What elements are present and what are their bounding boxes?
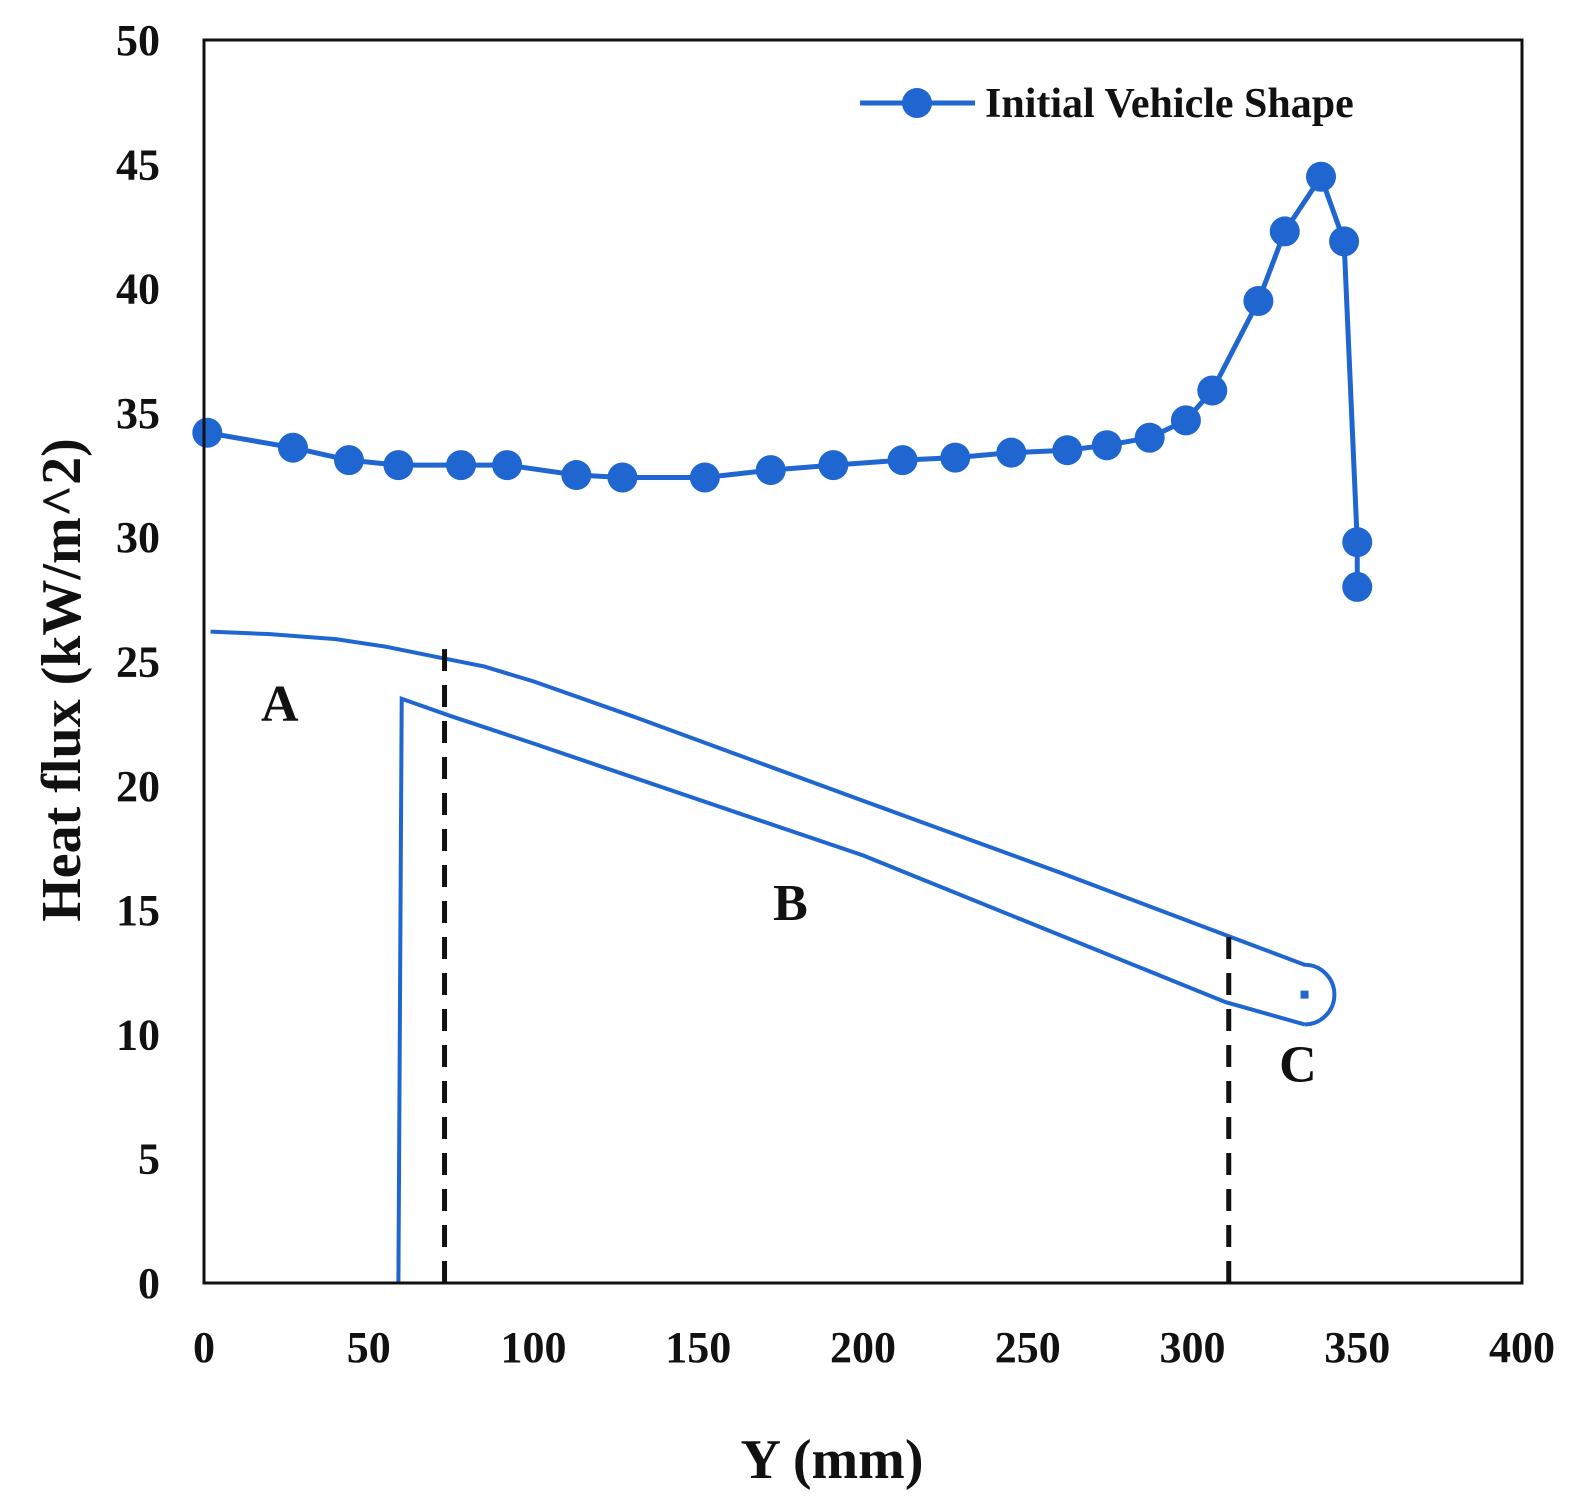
- data-point: [277, 432, 308, 463]
- y-tick-label: 45: [116, 140, 160, 189]
- data-point: [996, 437, 1027, 468]
- data-point: [607, 462, 638, 493]
- y-tick-label: 30: [116, 513, 160, 562]
- x-tick-label: 350: [1324, 1323, 1390, 1372]
- x-tick-label: 400: [1489, 1323, 1555, 1372]
- data-point: [1243, 286, 1274, 317]
- region-label-c: C: [1279, 1037, 1317, 1094]
- x-tick-label: 0: [193, 1323, 215, 1372]
- y-tick-label: 20: [116, 762, 160, 811]
- x-tick-label: 300: [1160, 1323, 1226, 1372]
- data-point: [561, 460, 592, 491]
- data-point: [383, 450, 414, 481]
- x-tick-label: 200: [830, 1323, 896, 1372]
- data-point: [1269, 216, 1300, 247]
- x-axis-ticks: 0 50 100 150 200 250 300 350 400: [193, 1323, 1555, 1372]
- y-axis-title: Heat flux (kW/m^2): [31, 438, 93, 922]
- data-point: [1170, 405, 1201, 436]
- vehicle-nose-center: [1300, 990, 1309, 999]
- legend-marker: [902, 88, 932, 118]
- data-point: [446, 450, 477, 481]
- data-point: [1197, 375, 1228, 406]
- region-annotations: A B C: [261, 676, 1317, 1093]
- data-point: [689, 462, 720, 493]
- y-tick-label: 10: [116, 1010, 160, 1059]
- y-tick-label: 5: [138, 1135, 160, 1184]
- y-axis-ticks: 0 5 10 15 20 25 30 35 40 45 50: [116, 16, 160, 1308]
- x-tick-label: 250: [995, 1323, 1061, 1372]
- y-tick-label: 25: [116, 638, 160, 687]
- plot-area-frame: [202, 38, 1524, 1285]
- legend: Initial Vehicle Shape: [860, 81, 1354, 127]
- data-point: [1134, 422, 1165, 453]
- data-point: [1329, 226, 1360, 257]
- plot-marks: [192, 161, 1373, 1284]
- data-point: [1342, 571, 1373, 602]
- x-tick-label: 50: [347, 1323, 391, 1372]
- data-point: [887, 445, 918, 476]
- legend-label: Initial Vehicle Shape: [985, 81, 1354, 127]
- data-point: [755, 455, 786, 486]
- data-point: [333, 445, 364, 476]
- y-tick-label: 35: [116, 389, 160, 438]
- data-point: [1052, 435, 1083, 466]
- vehicle-upper-surface: [210, 629, 1337, 1027]
- data-point: [1091, 430, 1122, 461]
- y-tick-label: 15: [116, 886, 160, 935]
- x-tick-label: 100: [501, 1323, 567, 1372]
- y-tick-label: 0: [138, 1259, 160, 1308]
- data-point: [492, 450, 523, 481]
- region-label-a: A: [261, 676, 299, 733]
- data-point: [192, 417, 223, 448]
- x-tick-label: 150: [665, 1323, 731, 1372]
- data-point: [818, 450, 849, 481]
- y-tick-label: 50: [116, 16, 160, 65]
- x-axis-title: Y (mm): [741, 1429, 924, 1491]
- data-point: [1306, 161, 1337, 192]
- data-point: [1342, 527, 1373, 558]
- data-point: [940, 442, 971, 473]
- vehicle-lower-surface: [396, 695, 1306, 1284]
- y-tick-label: 40: [116, 265, 160, 314]
- region-label-b: B: [773, 875, 808, 932]
